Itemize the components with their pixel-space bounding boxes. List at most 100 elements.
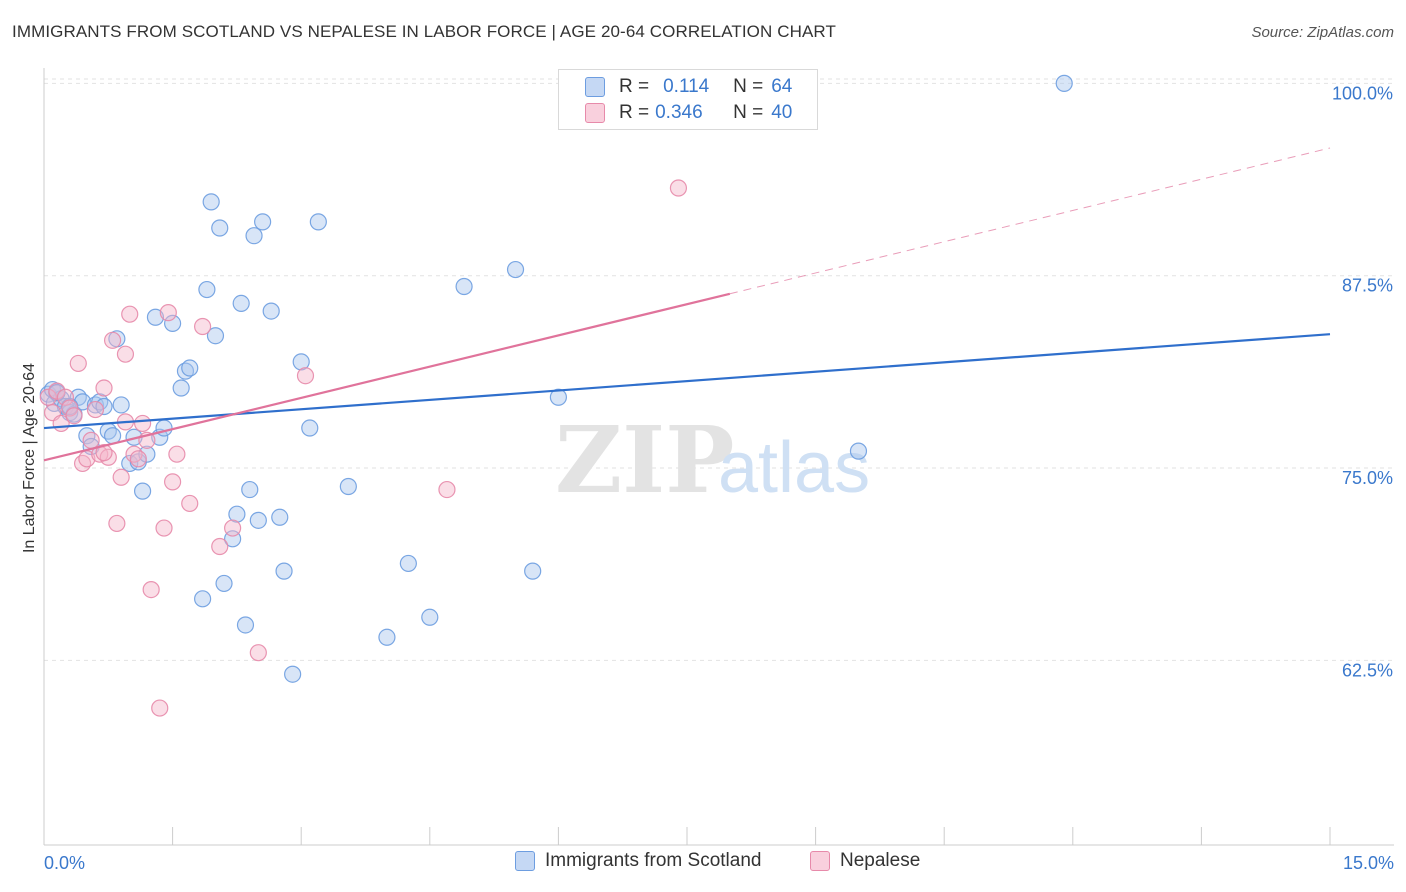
scotland-trendline [43, 333, 1331, 430]
chart-source: Source: ZipAtlas.com [1251, 24, 1394, 41]
scotland-point [284, 665, 302, 683]
nepalese-point [56, 388, 75, 406]
nepalese-point [159, 304, 177, 322]
scotland-point [292, 353, 310, 371]
scotland-point [249, 511, 267, 529]
scotland-point [198, 280, 216, 299]
nepalese-point [194, 317, 212, 336]
nepalese-point [86, 400, 105, 419]
y-tick-label: 75.0% [1342, 468, 1393, 488]
scotland-point [275, 562, 293, 580]
y-tick-label: 87.5% [1342, 276, 1393, 296]
nepalese-trendline [43, 292, 731, 462]
scotland-point [849, 442, 868, 460]
legend-item-nepalese[interactable]: Nepalese [810, 850, 920, 872]
x-tick-label-max: 15.0% [1342, 853, 1394, 873]
nepalese-point [155, 519, 173, 537]
scotland-point [236, 616, 255, 634]
nepalese-point [48, 382, 66, 400]
scotland-point [232, 294, 250, 313]
watermark-atlas: atlas [718, 428, 870, 508]
scotland-point [121, 454, 139, 473]
nepalese-swatch [585, 103, 605, 123]
nepalese-point [69, 354, 87, 373]
scotland-point [399, 554, 417, 573]
n-label: N = [733, 76, 764, 97]
scotland-point [339, 477, 357, 496]
chart-title: IMMIGRANTS FROM SCOTLAND VS NEPALESE IN … [12, 22, 836, 41]
scotland-point [421, 608, 439, 626]
r-value: 0.346 [655, 102, 703, 123]
r-label: R = [619, 76, 650, 97]
scotland-point [271, 508, 289, 526]
nepalese-point [669, 179, 688, 197]
nepalese-point [168, 445, 186, 463]
scotland-point [378, 628, 396, 646]
scotland-point [254, 213, 272, 231]
nepalese-point [121, 305, 139, 323]
stats-row-scotland: R = 0.114 N = 64 [585, 74, 792, 100]
nepalese-point [129, 450, 147, 468]
scotland-point [146, 308, 165, 326]
scotland-point [262, 302, 280, 320]
scotland-point [112, 396, 130, 414]
scotland-point [241, 480, 259, 499]
legend-swatch-scotland [515, 851, 535, 871]
scotland-point [215, 574, 233, 593]
legend-swatch-nepalese [810, 851, 830, 871]
scotland-point [524, 562, 542, 580]
r-value: 0.114 [663, 76, 710, 97]
nepalese-point [95, 379, 113, 397]
nepalese-point [438, 480, 456, 499]
n-value: 40 [771, 102, 793, 123]
n-value: 64 [771, 76, 793, 97]
nepalese-point [103, 331, 122, 349]
y-tick-label: 62.5% [1342, 660, 1393, 680]
scotland-point [133, 482, 152, 500]
legend-label-nepalese: Nepalese [840, 850, 921, 871]
scotland-point [301, 419, 319, 437]
y-tick-label: 100.0% [1332, 83, 1393, 103]
scotland-point [202, 193, 220, 211]
nepalese-point [164, 473, 182, 491]
stats-legend: R = 0.114 N = 64 R = 0.346 N = 40 [558, 69, 818, 130]
watermark-zip: ZIP [555, 406, 734, 514]
series-legend: Immigrants from Scotland Nepalese [0, 850, 1406, 880]
r-label: R = [619, 102, 650, 123]
nepalese-point [224, 519, 242, 537]
n-label: N = [733, 102, 764, 123]
nepalese-point [116, 345, 135, 363]
scotland-point [506, 260, 525, 279]
scotland-point [211, 219, 229, 237]
nepalese-point [211, 537, 229, 556]
nepalese-point [65, 407, 83, 425]
x-tick-label-min: 0.0% [44, 853, 86, 873]
scotland-point [172, 379, 190, 397]
nepalese-point [296, 367, 315, 385]
scotland-point [138, 445, 156, 463]
scotland-point [194, 590, 212, 608]
legend-item-scotland[interactable]: Immigrants from Scotland [515, 850, 761, 872]
nepalese-point [151, 699, 169, 717]
scotland-point [206, 327, 225, 345]
nepalese-point [108, 514, 126, 533]
scotland-swatch [585, 77, 605, 97]
nepalese-point [82, 431, 100, 449]
nepalese-point [142, 580, 160, 599]
scotland-point [164, 314, 182, 333]
scotland-point [181, 359, 199, 377]
nepalese-point [181, 494, 199, 513]
scotland-point [228, 505, 246, 523]
nepalese-point [249, 644, 267, 662]
stats-row-nepalese: R = 0.346 N = 40 [585, 100, 792, 126]
scotland-point [549, 388, 568, 406]
nepalese-point [112, 468, 130, 486]
scotland-point [1055, 74, 1073, 92]
legend-label-scotland: Immigrants from Scotland [545, 850, 762, 871]
nepalese-trendline-extension [729, 147, 1331, 295]
nepalese-point [133, 414, 152, 433]
scotland-point [455, 277, 473, 296]
scotland-point [309, 213, 327, 231]
scotland-point [245, 227, 263, 245]
